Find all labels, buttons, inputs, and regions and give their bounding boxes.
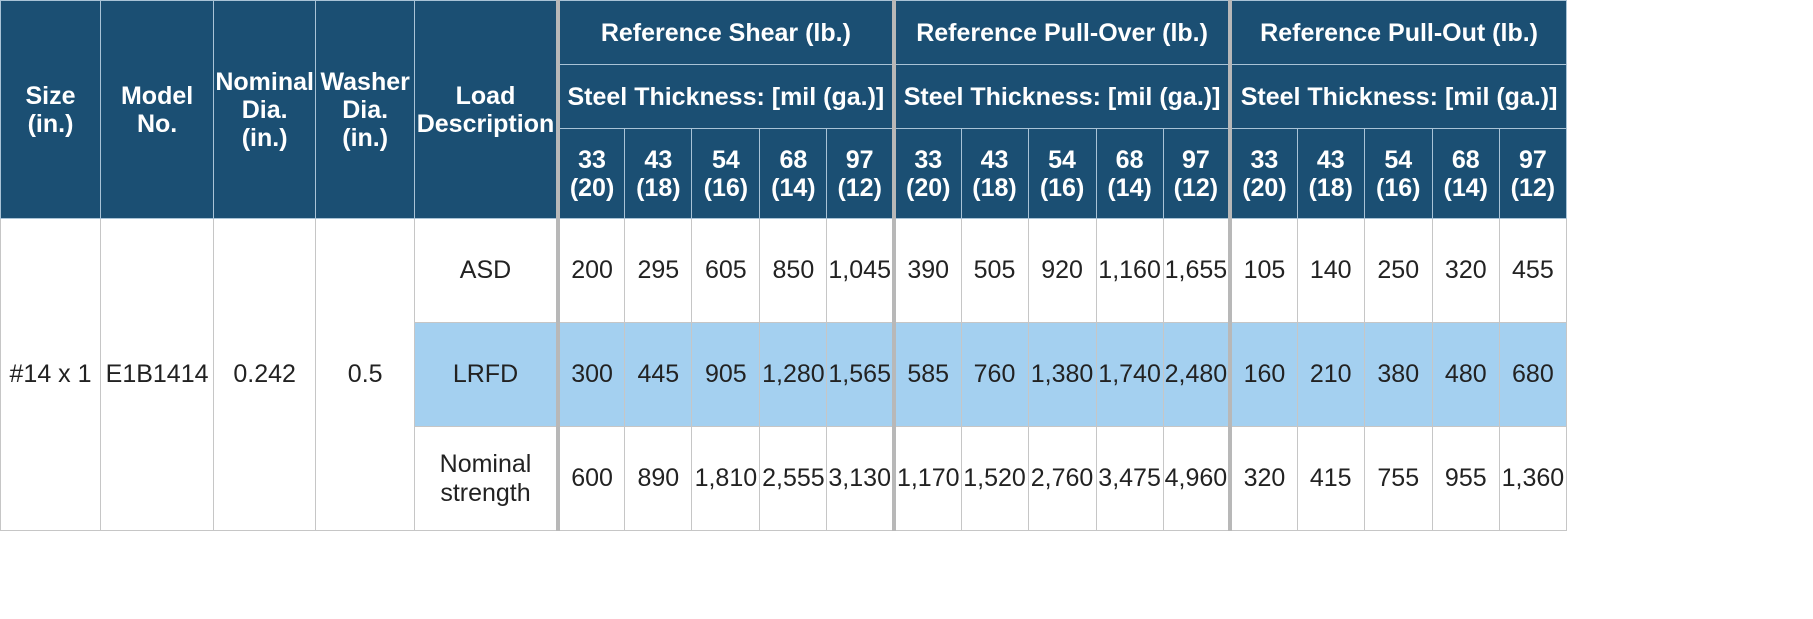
table-row: Nominal strength 600 890 1,810 2,555 3,130 1,17… [1, 426, 1568, 531]
table-cell: 3,475 [1095, 426, 1164, 531]
table-cell: 905 [691, 322, 761, 427]
table-cell: 1,655 [1162, 218, 1231, 323]
header-size: Size (in.) [0, 0, 102, 219]
thickness-header-43-mil: 43 (18) [1296, 128, 1365, 219]
table-cell: 300 [555, 322, 626, 427]
product-washer-dia: 0.5 [315, 218, 416, 531]
load-description: Nominal strength [414, 426, 559, 531]
table-cell: 480 [1431, 322, 1500, 427]
table-cell: 955 [1431, 426, 1500, 531]
table-cell: 140 [1296, 218, 1365, 323]
fastener-load-table: Size (in.) Model No. Nominal Dia. (in.) … [0, 0, 1568, 531]
table-cell: 1,565 [826, 322, 895, 427]
table-cell: 415 [1296, 426, 1365, 531]
table-cell: 160 [1228, 322, 1298, 427]
header-reference-shear: Reference Shear (lb.) [555, 0, 895, 65]
table-cell: 2,760 [1027, 426, 1097, 531]
table-cell: 505 [960, 218, 1029, 323]
header-reference-pull-over: Reference Pull-Over (lb.) [891, 0, 1231, 65]
table-cell: 1,520 [960, 426, 1029, 531]
load-table-container: Size (in.) Model No. Nominal Dia. (in.) … [0, 0, 1568, 531]
table-row: #14 x 1 E1B1414 0.242 0.5 ASD 200 295 605 850 1,0… [0, 218, 1568, 531]
header-reference-pull-out: Reference Pull-Out (lb.) [1228, 0, 1568, 65]
table-cell: 1,280 [759, 322, 828, 427]
table-cell: 105 [1228, 218, 1298, 323]
thickness-header-33-mil: 33 (20) [1228, 128, 1298, 219]
table-cell: 1,810 [691, 426, 761, 531]
table-cell: 1,360 [1498, 426, 1568, 531]
table-cell: 1,170 [891, 426, 962, 531]
table-cell: 4,960 [1162, 426, 1231, 531]
table-cell: 2,555 [759, 426, 828, 531]
thickness-header-54-mil: 54 (16) [1027, 128, 1097, 219]
thickness-header-33-mil: 33 (20) [555, 128, 626, 219]
thickness-header-33-mil: 33 (20) [891, 128, 962, 219]
table-cell: 2,480 [1162, 322, 1231, 427]
header-washer-dia: Washer Dia. (in.) [315, 0, 416, 219]
table-cell: 850 [759, 218, 828, 323]
table-cell: 890 [624, 426, 693, 531]
table-cell: 1,045 [826, 218, 895, 323]
table-cell: 210 [1296, 322, 1365, 427]
table-cell: 390 [891, 218, 962, 323]
header-pull-over-steel-thickness: Steel Thickness: [mil (ga.)] [891, 64, 1231, 129]
table-cell: 1,380 [1027, 322, 1097, 427]
thickness-header-row: 33 (20) 43 (18) 54 (16) 68 (14) 97 (12) 33 (20) 43 (1… [1, 128, 1568, 219]
table-cell: 250 [1363, 218, 1433, 323]
table-cell: 1,160 [1095, 218, 1164, 323]
table-cell: 200 [555, 218, 626, 323]
thickness-header-97-mil: 97 (12) [1498, 128, 1568, 219]
table-cell: 680 [1498, 322, 1568, 427]
table-cell: 320 [1431, 218, 1500, 323]
table-cell: 320 [1228, 426, 1298, 531]
thickness-header-68-mil: 68 (14) [1095, 128, 1164, 219]
thickness-header-43-mil: 43 (18) [960, 128, 1029, 219]
thickness-header-97-mil: 97 (12) [1162, 128, 1231, 219]
thickness-header-68-mil: 68 (14) [759, 128, 828, 219]
table-cell: 3,130 [826, 426, 895, 531]
product-nominal-dia: 0.242 [213, 218, 317, 531]
header-nominal-dia: Nominal Dia. (in.) [213, 0, 317, 219]
table-cell: 755 [1363, 426, 1433, 531]
load-description: LRFD [414, 322, 559, 427]
table-cell: 920 [1027, 218, 1097, 323]
thickness-header-54-mil: 54 (16) [1363, 128, 1433, 219]
table-cell: 605 [691, 218, 761, 323]
table-cell: 760 [960, 322, 1029, 427]
table-cell: 585 [891, 322, 962, 427]
thickness-header-43-mil: 43 (18) [624, 128, 693, 219]
thickness-header-97-mil: 97 (12) [826, 128, 895, 219]
table-cell: 455 [1498, 218, 1568, 323]
thickness-header-68-mil: 68 (14) [1431, 128, 1500, 219]
product-model: E1B1414 [100, 218, 215, 531]
header-model: Model No. [100, 0, 215, 219]
table-cell: 600 [555, 426, 626, 531]
table-cell: 1,740 [1095, 322, 1164, 427]
table-cell: 295 [624, 218, 693, 323]
header-load-description: Load Description [414, 0, 559, 219]
table-cell: 445 [624, 322, 693, 427]
table-cell: 380 [1363, 322, 1433, 427]
header-shear-steel-thickness: Steel Thickness: [mil (ga.)] [555, 64, 895, 129]
product-size: #14 x 1 [0, 218, 102, 531]
table-row: LRFD 300 445 905 1,280 1,565 585 760 1,380 1,740 2… [1, 322, 1568, 427]
header-pull-out-steel-thickness: Steel Thickness: [mil (ga.)] [1228, 64, 1568, 129]
thickness-header-54-mil: 54 (16) [691, 128, 761, 219]
load-description: ASD [414, 218, 559, 323]
